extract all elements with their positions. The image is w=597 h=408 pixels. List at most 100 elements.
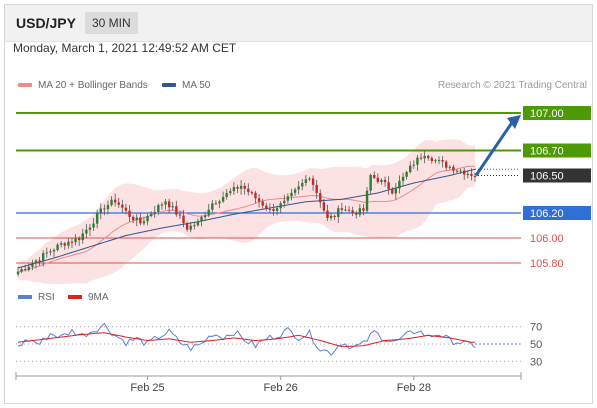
- x-axis-label: Feb 25: [130, 382, 164, 394]
- candle-body: [419, 157, 423, 159]
- candle-body: [56, 244, 59, 250]
- legend-9ma: 9MA: [68, 292, 109, 303]
- forecast-arrow-shaft: [474, 120, 515, 177]
- candles-group: [16, 151, 477, 277]
- candle-body: [412, 164, 416, 166]
- candle-body: [117, 202, 120, 205]
- candle-body: [347, 209, 351, 211]
- level-tag-106.20: 106.20: [523, 206, 591, 220]
- level-tag-bg: [523, 168, 591, 183]
- level-label-106.50: 106.50: [530, 171, 564, 183]
- level-label-105.80: 105.80: [530, 258, 564, 270]
- candle-body: [243, 185, 246, 189]
- candle-body: [380, 179, 383, 183]
- date-time-label: Monday, March 1, 2021 12:49:52 AM CET: [13, 41, 237, 55]
- candle-body: [211, 203, 214, 210]
- legend-swatch-9ma: [68, 295, 82, 300]
- timeframe-button[interactable]: 30 MIN: [85, 12, 138, 34]
- candle-body: [52, 249, 56, 252]
- candle-body: [434, 160, 437, 162]
- candle-body: [247, 188, 250, 193]
- symbol-label: USD/JPY: [16, 15, 76, 31]
- candle-body: [394, 188, 398, 194]
- candle-body: [463, 170, 466, 175]
- candle-body: [297, 186, 300, 190]
- level-tag-bg: [523, 143, 591, 158]
- candle-body: [92, 223, 95, 228]
- candle-body: [409, 165, 412, 172]
- candle-body: [200, 217, 203, 222]
- candle-body: [362, 208, 365, 211]
- candle-body: [38, 260, 41, 262]
- candle-body: [203, 215, 207, 218]
- candle-body: [459, 170, 462, 172]
- candle-body: [31, 263, 34, 267]
- candle-body: [128, 210, 131, 217]
- candle-body: [142, 221, 146, 224]
- level-label-106.00: 106.00: [530, 233, 564, 245]
- candle-body: [427, 155, 430, 159]
- candle-body: [157, 205, 160, 213]
- legend-swatch-red: [18, 83, 32, 88]
- candle-body: [265, 205, 268, 210]
- candle-body: [221, 196, 225, 202]
- candle-body: [207, 209, 210, 216]
- candle-body: [430, 158, 434, 161]
- candle-body: [99, 208, 102, 214]
- candle-body: [337, 208, 340, 217]
- candle-body: [214, 203, 218, 205]
- ma20-line: [17, 165, 475, 273]
- candle-body: [250, 192, 254, 194]
- candle-body: [103, 208, 106, 210]
- legend-ma50: MA 50: [162, 80, 210, 91]
- candle-body: [286, 196, 290, 201]
- candle-body: [319, 193, 322, 203]
- level-tag-106.70: 106.70: [523, 143, 591, 158]
- level-tag-bg: [523, 106, 591, 120]
- candle-body: [178, 214, 182, 216]
- candle-body: [59, 243, 63, 245]
- level-tag-107.00: 107.00: [523, 106, 591, 120]
- level-label-106.70: 106.70: [530, 146, 564, 158]
- candle-body: [63, 243, 66, 246]
- candle-body: [401, 176, 405, 181]
- candle-body: [301, 182, 304, 187]
- candle-body: [171, 206, 174, 208]
- candle-body: [232, 187, 236, 192]
- candle-body: [416, 157, 419, 165]
- candle-body: [23, 269, 27, 271]
- candle-body: [351, 210, 354, 214]
- rsi-9ma-line: [17, 332, 475, 348]
- legend-swatch-rsi: [18, 295, 32, 300]
- candle-body: [470, 173, 473, 176]
- candle-body: [175, 206, 178, 215]
- candle-body: [16, 271, 20, 275]
- candle-body: [373, 174, 376, 178]
- candle-body: [365, 190, 369, 211]
- level-tag-bg: [523, 206, 591, 220]
- forecast-arrow-head: [507, 115, 521, 129]
- candle-body: [77, 238, 81, 241]
- candle-body: [45, 252, 48, 254]
- candle-body: [322, 202, 326, 211]
- candle-body: [239, 185, 243, 189]
- candle-body: [445, 161, 448, 168]
- candle-body: [383, 179, 387, 183]
- candle-body: [185, 223, 189, 230]
- candle-body: [113, 199, 117, 203]
- candle-body: [193, 225, 196, 227]
- candle-body: [27, 266, 30, 270]
- candle-body: [160, 204, 164, 206]
- candle-body: [41, 253, 45, 261]
- candle-body: [326, 210, 329, 219]
- candle-body: [67, 241, 70, 246]
- candle-body: [106, 205, 110, 210]
- candle-body: [355, 213, 358, 215]
- candle-body: [236, 187, 239, 189]
- candle-body: [164, 201, 167, 205]
- candle-body: [121, 204, 124, 208]
- candle-body: [452, 166, 455, 171]
- candle-body: [135, 217, 138, 221]
- candle-body: [110, 199, 113, 206]
- candle-body: [398, 180, 401, 189]
